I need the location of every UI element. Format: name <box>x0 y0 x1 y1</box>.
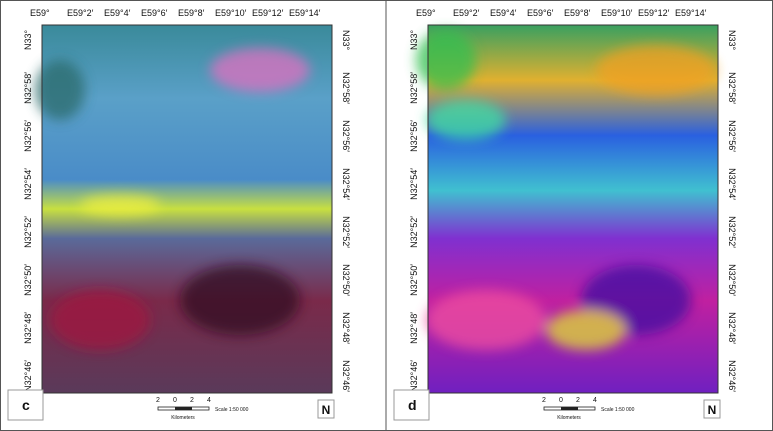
north-arrow-box <box>317 399 335 419</box>
texture-blob <box>80 195 160 215</box>
scale-bar-fill <box>175 407 192 410</box>
map-panel: E59° E59°2′ E59°4′ E59°6′ E59°8′ E59°10′ E59°1… <box>7 8 351 421</box>
scale-tick: 2 <box>576 397 580 404</box>
latitude-label: N32°48′ <box>23 312 33 344</box>
panel-label: d <box>408 397 417 413</box>
latitude-label: N32°46′ <box>727 360 737 392</box>
scale-bar-fill <box>561 407 578 410</box>
latitude-label: N32°54′ <box>409 168 419 200</box>
texture-blob <box>426 290 546 350</box>
latitude-label: N32°52′ <box>341 216 351 248</box>
panel-label-box <box>7 389 44 421</box>
scale-unit: Kilometers <box>557 415 581 421</box>
north-arrow: N <box>322 403 331 417</box>
latitude-label: N32°56′ <box>341 120 351 152</box>
texture-blob <box>35 60 85 120</box>
longitude-label: E59°8′ <box>564 8 591 18</box>
texture-blob <box>426 100 506 140</box>
latitude-label: N32°50′ <box>409 264 419 296</box>
latitude-label: N32°46′ <box>23 360 33 392</box>
scale-tick: 2 <box>156 397 160 404</box>
latitude-label: N32°52′ <box>23 216 33 248</box>
latitude-label: N32°46′ <box>409 360 419 392</box>
latitude-label: N32°54′ <box>23 168 33 200</box>
longitude-label: E59°4′ <box>104 8 131 18</box>
latitude-label: N32°54′ <box>727 168 737 200</box>
scale-tick: 4 <box>207 397 211 404</box>
longitude-label: E59°12′ <box>638 8 670 18</box>
texture-blob <box>596 45 716 95</box>
latitude-label: N33° <box>341 30 351 51</box>
scale-unit: Kilometers <box>171 415 195 421</box>
texture-blob <box>50 290 150 350</box>
longitude-label: E59° <box>416 8 436 18</box>
latitude-label: N32°58′ <box>23 72 33 104</box>
latitude-label: N32°58′ <box>727 72 737 104</box>
scale-tick: 2 <box>542 397 546 404</box>
longitude-label: E59°10′ <box>601 8 633 18</box>
longitude-label: E59°12′ <box>252 8 284 18</box>
longitude-label: E59°14′ <box>675 8 707 18</box>
longitude-label: E59°14′ <box>289 8 321 18</box>
latitude-label: N32°56′ <box>23 120 33 152</box>
texture-blob <box>546 310 626 350</box>
latitude-label: N32°52′ <box>409 216 419 248</box>
latitude-label: N32°58′ <box>341 72 351 104</box>
panels: E59° E59°2′ E59°4′ E59°6′ E59°8′ E59°10′ E59°1… <box>7 8 737 421</box>
texture <box>416 30 716 350</box>
north-arrow: N <box>708 403 717 417</box>
scale-tick: 0 <box>559 397 563 404</box>
map-border <box>427 24 719 394</box>
longitude-label: E59°6′ <box>141 8 168 18</box>
latitude-label: N33° <box>23 30 33 51</box>
longitude-label: E59°2′ <box>453 8 480 18</box>
latitude-label: N32°58′ <box>409 72 419 104</box>
scale-ratio: Scale 1:50 000 <box>601 407 635 413</box>
longitude-label: E59°4′ <box>490 8 517 18</box>
north-arrow-box <box>703 399 721 419</box>
map-panel: E59° E59°2′ E59°4′ E59°6′ E59°8′ E59°10′ E59°1… <box>393 8 737 421</box>
latitude-label: N32°56′ <box>727 120 737 152</box>
latitude-label: N32°54′ <box>341 168 351 200</box>
scale-ratio: Scale 1:50 000 <box>215 407 249 413</box>
latitude-label: N32°50′ <box>23 264 33 296</box>
texture-blob <box>210 48 310 92</box>
longitude-label: E59°2′ <box>67 8 94 18</box>
scale-tick: 2 <box>190 397 194 404</box>
scale-tick: 4 <box>593 397 597 404</box>
longitude-label: E59°6′ <box>527 8 554 18</box>
panel-label-box <box>393 389 430 421</box>
latitude-label: N32°50′ <box>341 264 351 296</box>
latitude-label: N32°52′ <box>727 216 737 248</box>
latitude-label: N32°50′ <box>727 264 737 296</box>
latitude-label: N32°48′ <box>341 312 351 344</box>
texture <box>35 48 310 350</box>
latitude-label: N33° <box>409 30 419 51</box>
latitude-label: N33° <box>727 30 737 51</box>
latitude-label: N32°56′ <box>409 120 419 152</box>
longitude-label: E59° <box>30 8 50 18</box>
texture-blob <box>180 265 300 335</box>
map-border <box>41 24 333 394</box>
longitude-label: E59°10′ <box>215 8 247 18</box>
latitude-label: N32°48′ <box>727 312 737 344</box>
longitude-label: E59°8′ <box>178 8 205 18</box>
texture-blob <box>416 30 476 90</box>
panel-label: c <box>22 397 30 413</box>
latitude-label: N32°46′ <box>341 360 351 392</box>
latitude-label: N32°48′ <box>409 312 419 344</box>
scale-tick: 0 <box>173 397 177 404</box>
